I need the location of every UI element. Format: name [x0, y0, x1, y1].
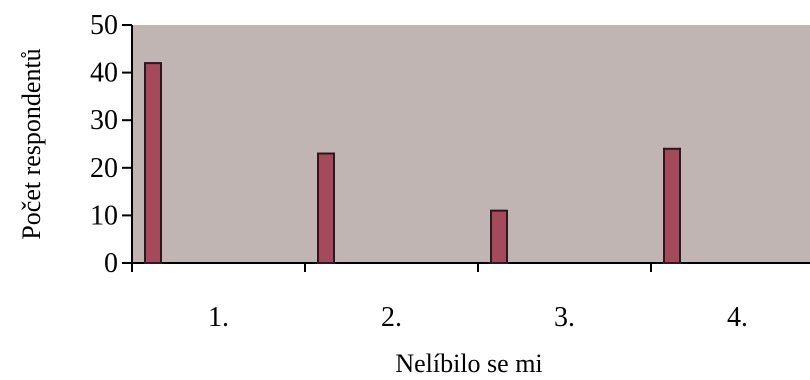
plot-area	[132, 25, 810, 263]
bars	[144, 62, 681, 265]
bar	[490, 209, 508, 264]
x-tick-label: 2.	[381, 302, 402, 333]
x-tick-label: 1.	[208, 302, 229, 333]
y-axis: 0 10 20 30 40 50	[90, 10, 133, 279]
y-tick-label: 50	[90, 10, 118, 41]
x-tick-label: 4.	[727, 302, 748, 333]
bar	[144, 62, 162, 264]
y-tick-label: 30	[90, 105, 118, 136]
y-axis-label: Počet respondentů	[17, 48, 46, 239]
y-tick-label: 20	[90, 153, 118, 184]
y-tick-label: 40	[90, 58, 118, 89]
bar	[317, 152, 335, 265]
x-axis-label: Nelíbilo se mi	[395, 349, 542, 378]
x-tick-label: 3.	[554, 302, 575, 333]
y-tick-label: 10	[90, 200, 118, 231]
x-axis: 1. 2. 3. 4.	[131, 262, 810, 333]
y-tick-label: 0	[104, 248, 118, 279]
bar	[663, 147, 681, 264]
